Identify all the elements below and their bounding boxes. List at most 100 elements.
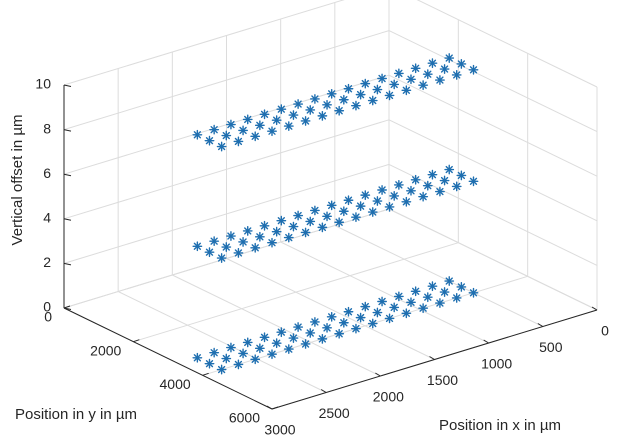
data-point (389, 79, 400, 90)
data-point (192, 129, 203, 140)
x-tick-label: 2500 (319, 405, 350, 421)
data-point (367, 95, 378, 106)
y-tick-label: 0 (44, 309, 52, 325)
y-tick-label: 4000 (160, 376, 191, 392)
z-tick-mark (63, 307, 72, 310)
data-point (367, 318, 378, 329)
data-point (427, 281, 438, 292)
data-point (468, 64, 479, 75)
data-point (216, 364, 227, 375)
y-axis-label: Position in y in µm (15, 406, 137, 423)
z-tick-mark (63, 129, 72, 132)
x-tick-label: 3000 (264, 422, 295, 435)
data-point (242, 337, 253, 348)
grid-line-back-z (63, 208, 390, 309)
data-point (343, 306, 354, 317)
data-point (259, 220, 270, 231)
data-point (204, 135, 215, 146)
data-point (326, 88, 337, 99)
data-point (283, 232, 294, 243)
data-point (209, 347, 220, 358)
z-tick-label: 2 (43, 254, 51, 270)
grid-line-back-z (63, 0, 345, 86)
y-tick-mark (271, 406, 279, 410)
x-tick-label: 1000 (481, 356, 512, 372)
grid-line-back-z (63, 30, 390, 131)
data-point (451, 293, 462, 303)
data-point (254, 231, 265, 242)
x-axis-label: Position in x in µm (439, 417, 561, 434)
data-point (322, 322, 332, 333)
data-point (305, 105, 316, 115)
data-point (334, 328, 345, 339)
data-point (418, 80, 429, 91)
data-point (456, 59, 467, 69)
data-point (310, 94, 320, 104)
data-point (276, 327, 287, 338)
data-point (435, 298, 445, 308)
data-point (367, 207, 378, 217)
grid-line-floor-x (280, 241, 489, 344)
data-point (267, 349, 277, 360)
data-point (221, 130, 232, 141)
grid-line-side-z (416, 0, 598, 88)
data-point (317, 333, 328, 344)
z-tick-mark (63, 84, 72, 87)
z-tick-label: 10 (35, 76, 51, 92)
data-point (271, 226, 282, 237)
data-point (401, 85, 412, 96)
data-point (427, 169, 438, 180)
data-point (384, 313, 395, 324)
data-point (216, 141, 227, 152)
data-point (238, 125, 248, 136)
data-point (406, 74, 416, 85)
data-point (334, 217, 345, 228)
data-point (288, 110, 299, 120)
data-point (444, 53, 455, 63)
data-point (427, 58, 438, 69)
data-point (271, 338, 282, 349)
y-tick-mark (133, 339, 140, 343)
grid-line-side-z (388, 30, 598, 133)
x-tick-label: 2000 (373, 389, 404, 405)
data-point (406, 297, 416, 308)
data-point (439, 175, 450, 186)
data-point (242, 226, 253, 236)
grid-line-floor-y (202, 275, 528, 376)
x-tick-mark (429, 356, 435, 360)
data-point (310, 317, 320, 327)
data-point (343, 195, 354, 206)
data-point (410, 174, 421, 185)
data-point (439, 287, 450, 297)
grid-line-back-z (63, 163, 390, 264)
data-point (238, 237, 248, 247)
data-point (418, 191, 429, 202)
data-point (322, 211, 332, 222)
data-point (317, 222, 328, 233)
z-tick-mark (63, 218, 72, 221)
grid-line-back-z (63, 119, 390, 220)
data-point (310, 205, 320, 216)
data-point (254, 120, 265, 131)
x-tick-mark (320, 389, 327, 393)
data-point (377, 73, 387, 84)
data-point (233, 359, 244, 370)
data-point (456, 282, 467, 292)
data-point (422, 292, 433, 303)
data-point (317, 110, 328, 121)
data-point (435, 186, 445, 197)
data-point (233, 136, 244, 147)
grid-line-floor-x (117, 291, 327, 393)
data-point (393, 179, 404, 190)
data-point (305, 328, 316, 338)
data-point (288, 333, 299, 343)
z-tick-label: 4 (43, 210, 51, 226)
y-tick-mark (63, 305, 71, 309)
data-point (276, 215, 287, 226)
grid-line-floor-x (334, 225, 544, 327)
grid-line-floor-y (133, 242, 459, 343)
data-point (271, 115, 282, 126)
data-point (418, 303, 429, 314)
data-point (226, 119, 236, 130)
data-point (393, 68, 404, 79)
